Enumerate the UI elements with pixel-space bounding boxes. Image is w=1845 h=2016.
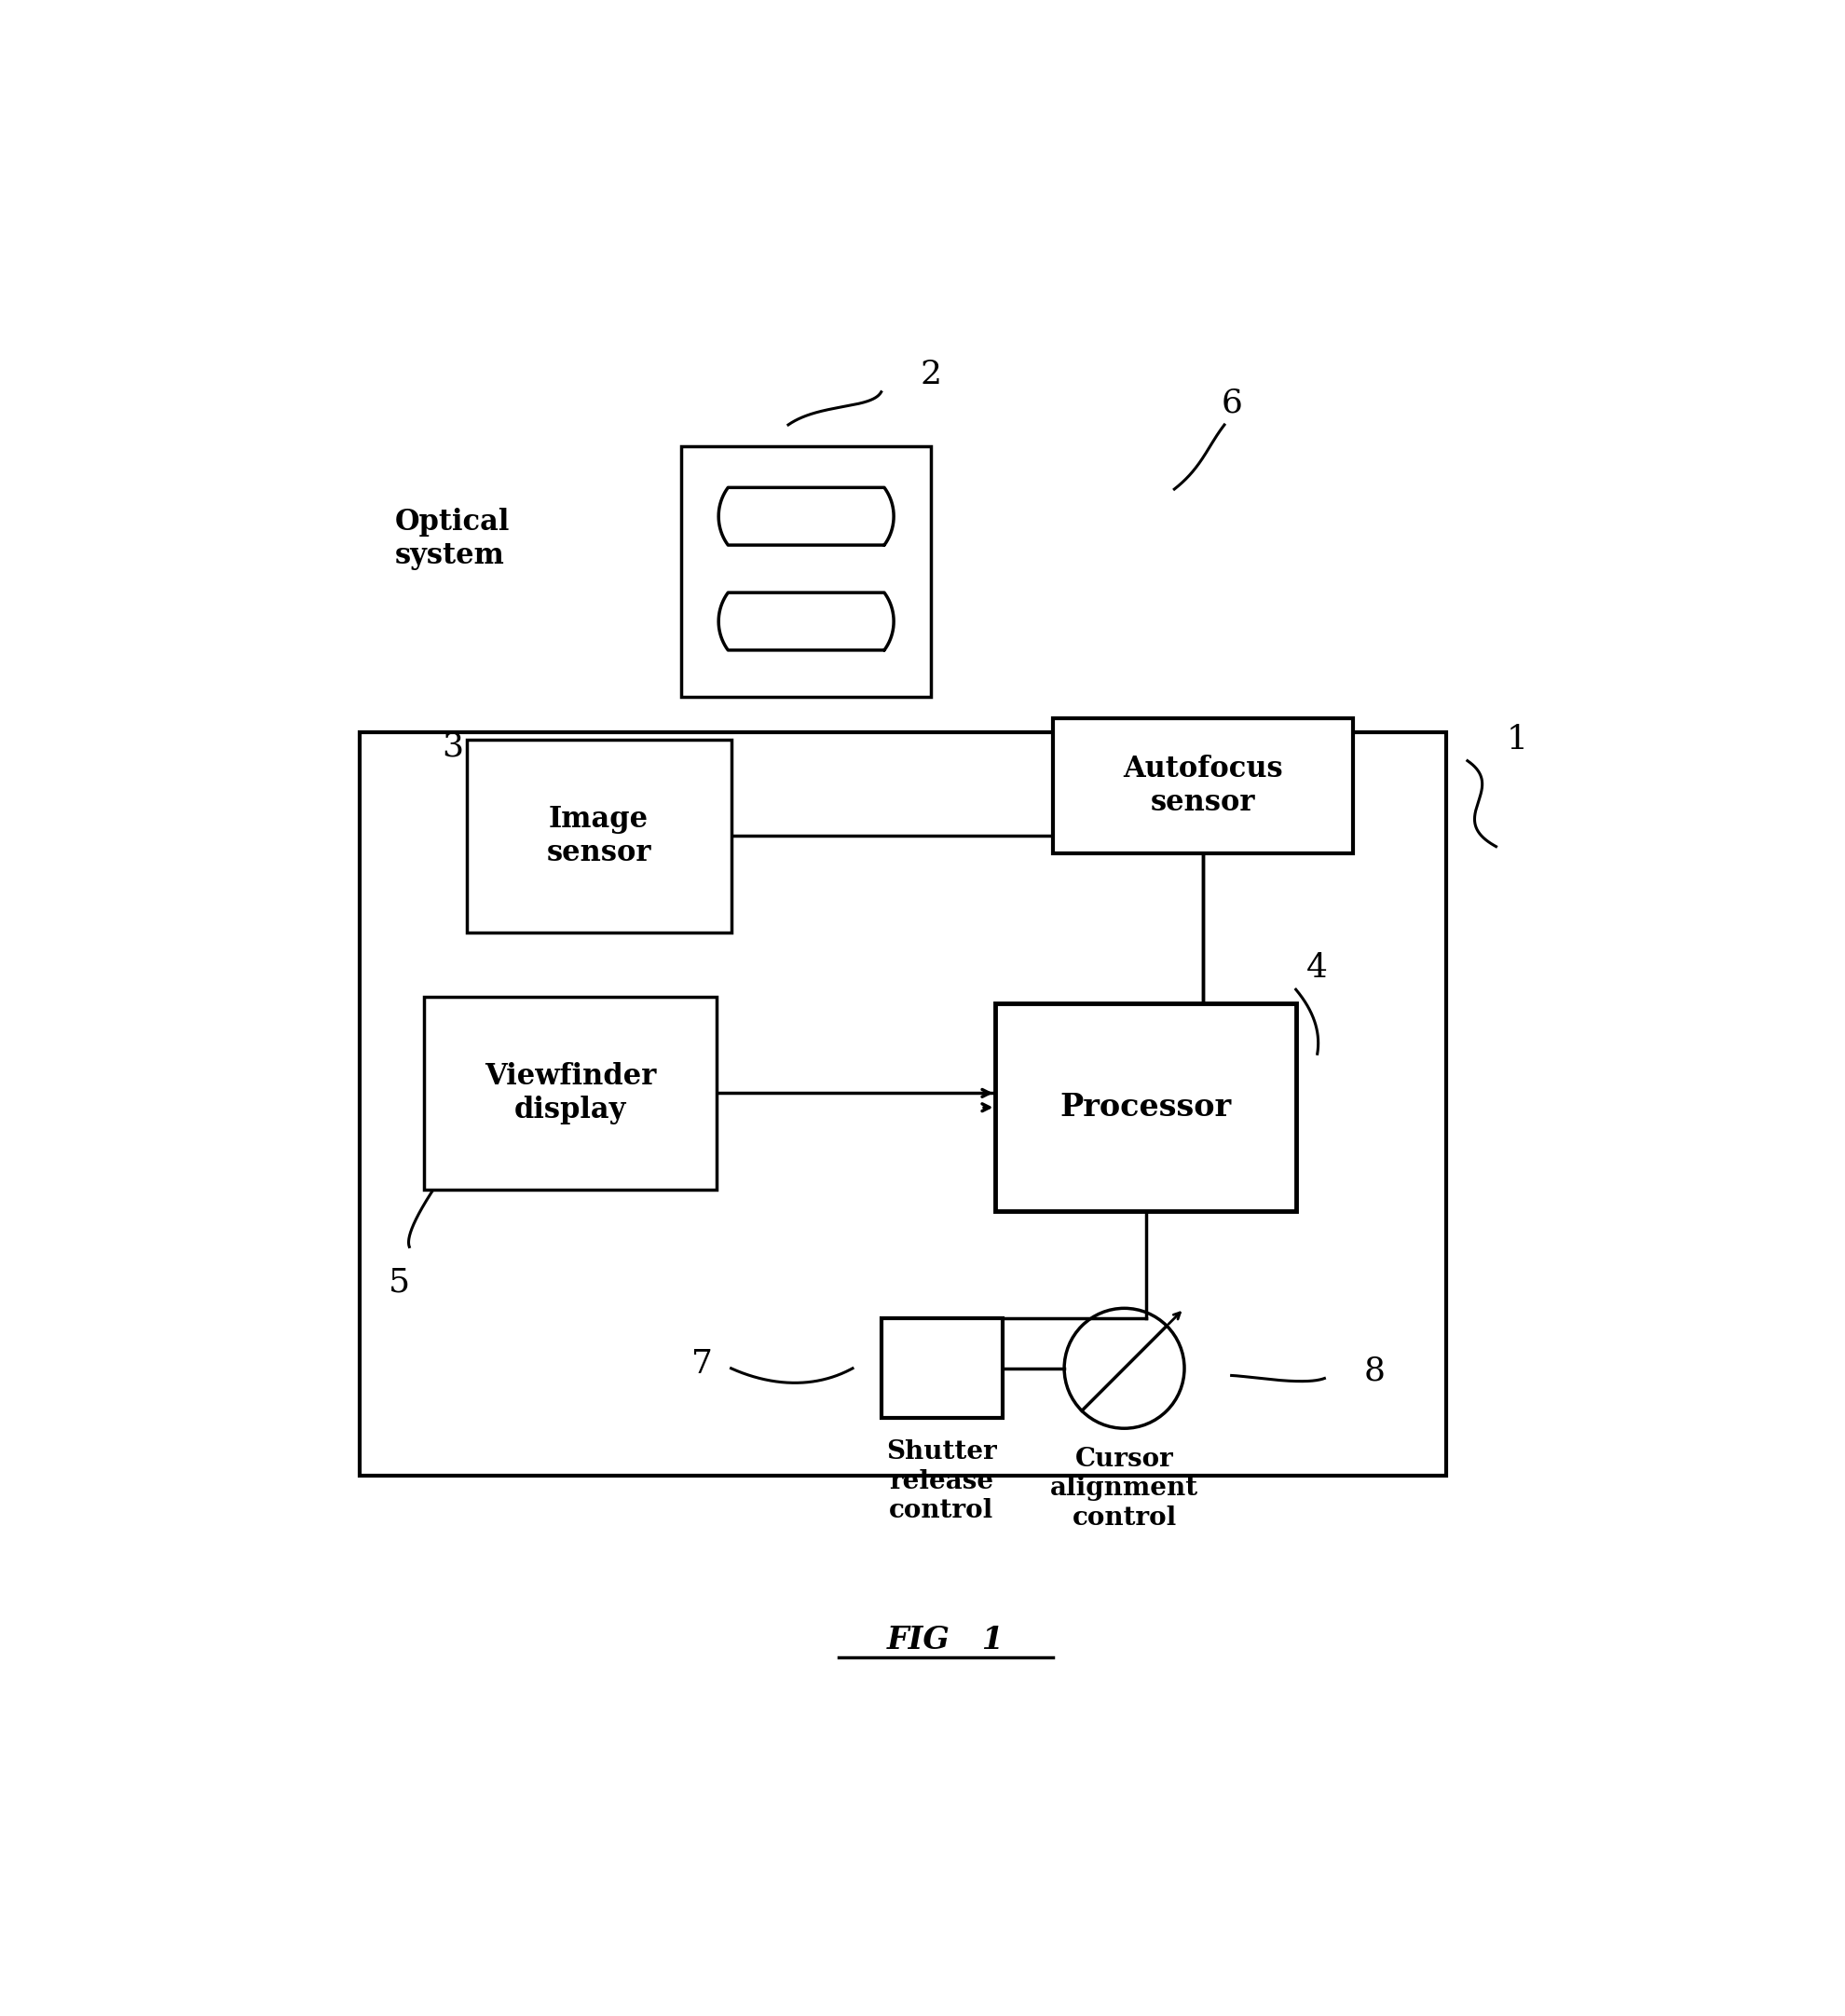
- Text: 2: 2: [921, 359, 943, 391]
- Text: 6: 6: [1221, 387, 1242, 419]
- Text: 7: 7: [692, 1349, 714, 1379]
- Text: Processor: Processor: [1061, 1093, 1231, 1123]
- Text: FIG   1: FIG 1: [887, 1625, 1004, 1655]
- Text: 4: 4: [1306, 952, 1328, 984]
- Bar: [467, 740, 731, 931]
- Bar: [360, 732, 1446, 1476]
- Text: 5: 5: [389, 1266, 410, 1298]
- Text: Cursor
alignment
control: Cursor alignment control: [1050, 1447, 1199, 1530]
- Bar: [882, 1318, 1004, 1419]
- Text: Shutter
release
control: Shutter release control: [886, 1439, 996, 1522]
- Bar: [681, 446, 932, 696]
- Bar: [424, 996, 716, 1189]
- Bar: [1053, 718, 1352, 853]
- Text: 1: 1: [1507, 724, 1528, 756]
- Text: Viewfinder
display: Viewfinder display: [485, 1062, 657, 1125]
- Text: 8: 8: [1363, 1355, 1386, 1387]
- Text: 3: 3: [441, 730, 463, 762]
- Bar: [996, 1004, 1295, 1212]
- Text: Autofocus
sensor: Autofocus sensor: [1124, 754, 1282, 816]
- Text: Image
sensor: Image sensor: [546, 804, 651, 867]
- Text: Optical
system: Optical system: [395, 508, 509, 571]
